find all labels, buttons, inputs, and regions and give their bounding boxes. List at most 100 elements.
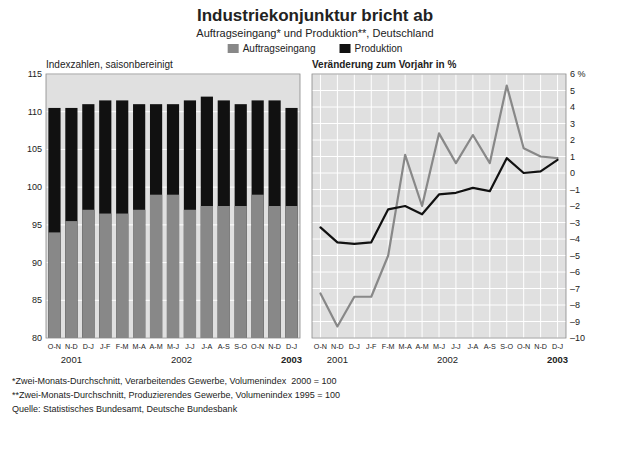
x-tick-label: J-J (185, 342, 195, 351)
x-tick-label: F-M (116, 342, 129, 351)
bar (150, 195, 162, 338)
y-tick-label: 2 (570, 135, 575, 145)
y-tick-label: –8 (570, 300, 580, 310)
grid-line (439, 74, 440, 338)
annotation: 2003 (547, 354, 568, 365)
legend-swatch (228, 44, 239, 53)
grid-line (506, 74, 507, 338)
x-tick-label: D-J (349, 342, 361, 351)
annotation: 2002 (437, 354, 458, 365)
x-tick-label: A-S (218, 342, 230, 351)
title: Industriekonjunktur bricht ab (197, 6, 433, 25)
bar (48, 108, 60, 338)
bar (167, 195, 179, 338)
x-tick-label: A-M (415, 342, 428, 351)
bar (201, 206, 213, 338)
line (320, 158, 557, 244)
y-tick-label: 110 (28, 107, 42, 117)
y-tick-label: 90 (32, 258, 42, 268)
bar (133, 210, 145, 338)
annotation: 2002 (171, 354, 192, 365)
bar (167, 104, 179, 338)
grid-line (337, 74, 338, 338)
plot-background (46, 74, 300, 338)
x-tick-label: S-O (500, 342, 513, 351)
x-tick-label: J-J (451, 342, 461, 351)
bar (184, 100, 196, 338)
y-tick-label: 95 (32, 220, 42, 230)
grid-line (523, 74, 524, 338)
bar (99, 214, 111, 338)
x-tick-label: O-N (517, 342, 530, 351)
bar (285, 206, 297, 338)
y-tick-label: 100 (27, 182, 42, 192)
bar (82, 104, 94, 338)
chart: Industriekonjunktur bricht ab Auftragsein… (0, 0, 630, 458)
bar (269, 100, 281, 338)
line (320, 86, 557, 327)
bar (235, 104, 247, 338)
plot-frame (312, 74, 566, 338)
y-tick-label: –4 (570, 234, 580, 244)
y-tick-label: –3 (570, 218, 580, 228)
legend-swatch (340, 44, 351, 53)
grid-line (557, 74, 558, 338)
grid-line (455, 74, 456, 338)
plot-background (312, 74, 566, 338)
x-tick-label: J-F (100, 342, 111, 351)
bar (65, 221, 77, 338)
x-tick-label: M-A (133, 342, 146, 351)
grid-line (540, 74, 541, 338)
y-tick-label: 80 (32, 333, 42, 343)
plot-frame (46, 74, 300, 338)
y-tick-label: –6 (570, 267, 580, 277)
x-tick-label: D-J (286, 342, 298, 351)
bar (285, 108, 297, 338)
footnote: *Zwei-Monats-Durchschnitt, Verarbeitende… (12, 376, 336, 386)
y-tick-label: –7 (570, 284, 580, 294)
bar (82, 210, 94, 338)
x-tick-label: A-S (484, 342, 496, 351)
y-tick-label: 4 (570, 102, 575, 112)
y-tick-label: 0 (570, 168, 575, 178)
legend-label: Produktion (355, 43, 403, 54)
bar (116, 214, 128, 338)
y-tick-label: –10 (570, 333, 585, 343)
annotation: 2001 (327, 354, 348, 365)
x-tick-label: D-J (83, 342, 95, 351)
y-tick-label: 5 (570, 86, 575, 96)
subtitle: Auftragseingang* und Produktion**, Deuts… (196, 27, 433, 39)
bar (184, 210, 196, 338)
bar (48, 232, 60, 338)
y-tick-label: 3 (570, 119, 575, 129)
y-tick-label: 1 (570, 152, 575, 162)
x-tick-label: S-O (234, 342, 247, 351)
grid-line (472, 74, 473, 338)
x-tick-label: N-D (268, 342, 281, 351)
x-tick-label: D-J (552, 342, 564, 351)
footnote: Quelle: Statistisches Bundesamt, Deutsch… (12, 404, 238, 414)
marks (48, 97, 297, 338)
bar (116, 100, 128, 338)
panel: –10–9–8–7–6–5–4–3–2–10123456 %O-NN-DD-JJ… (312, 59, 586, 365)
bar (99, 100, 111, 338)
bar (150, 104, 162, 338)
annotation: 2003 (281, 354, 302, 365)
x-tick-label: M-A (399, 342, 412, 351)
grid-line (388, 74, 389, 338)
x-tick-label: N-D (331, 342, 344, 351)
marks (320, 86, 557, 327)
x-tick-label: N-D (534, 342, 547, 351)
bar (235, 206, 247, 338)
y-tick-label: 85 (32, 295, 42, 305)
panel: 80859095100105110115O-NN-DD-JJ-FF-MM-AA-… (27, 59, 302, 365)
bar (269, 206, 281, 338)
bar (252, 195, 264, 338)
y-tick-label: –9 (570, 317, 580, 327)
x-tick-label: J-F (366, 342, 377, 351)
x-tick-label: O-N (48, 342, 61, 351)
axis-label: Veränderung zum Vorjahr in % (312, 59, 456, 70)
x-tick-label: J-A (467, 342, 478, 351)
x-tick-label: J-A (201, 342, 212, 351)
x-tick-label: A-M (149, 342, 162, 351)
